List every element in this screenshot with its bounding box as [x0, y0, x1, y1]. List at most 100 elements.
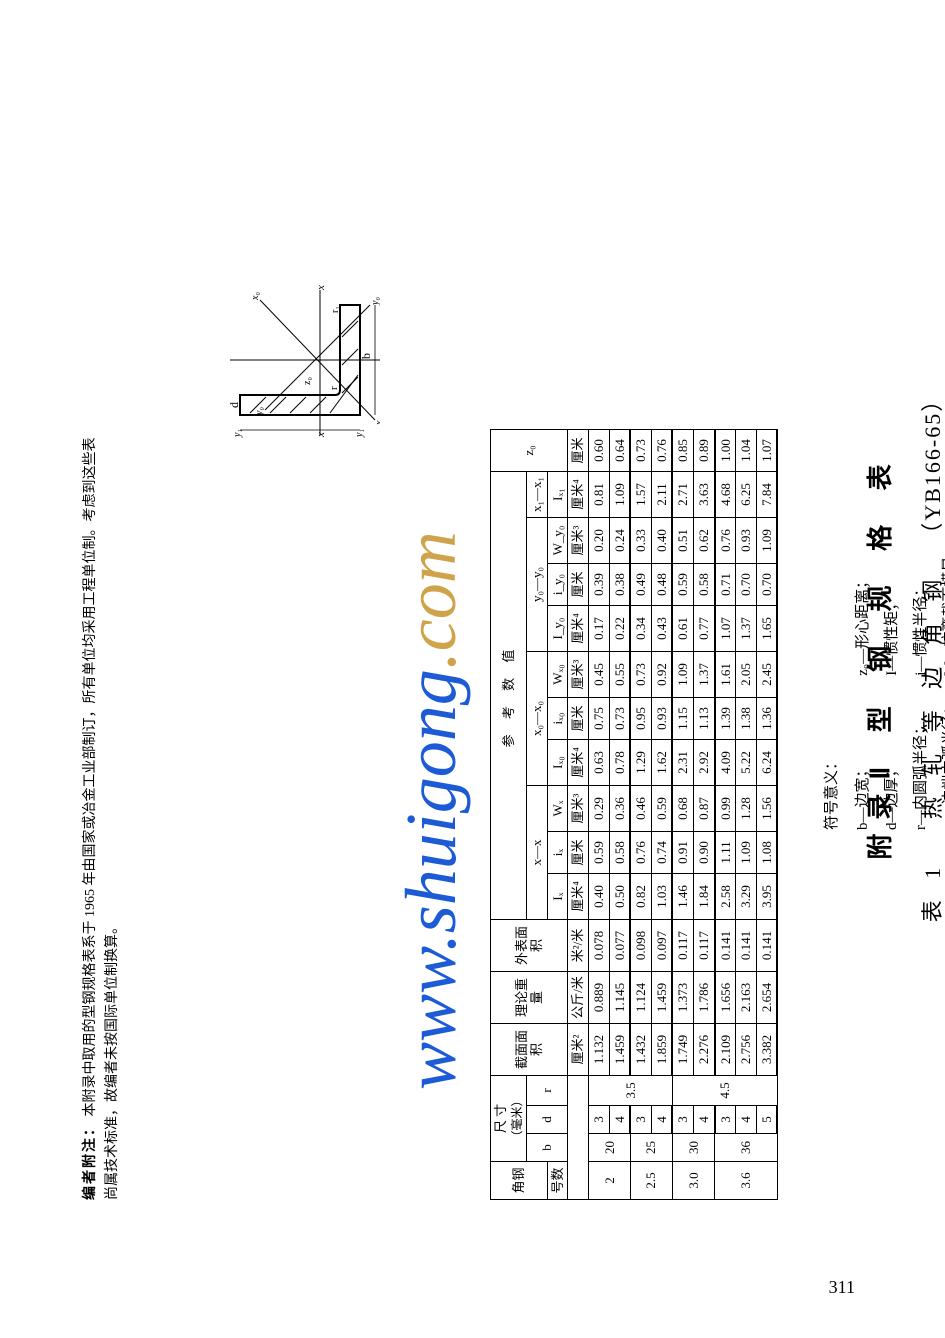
cell: 1.00	[715, 430, 736, 472]
cell: 1.09	[672, 652, 693, 698]
hdr-surf: 外表面积	[491, 920, 568, 972]
svg-text:z₀: z₀	[302, 377, 313, 385]
cell: 0.49	[630, 564, 651, 606]
cell: 0.73	[630, 652, 651, 698]
cell: 7.84	[756, 472, 777, 518]
watermark: www.shuigong.com	[390, 531, 473, 1090]
cell: 1.15	[672, 698, 693, 740]
cell: 0.59	[672, 564, 693, 606]
section-diagram: x x y y x₀ x₀ y₀ y₀ y₁ y₁ x₁ x₁ b d r r₁…	[230, 285, 380, 475]
svg-text:x₀: x₀	[250, 292, 261, 301]
cell: 0.81	[588, 472, 609, 518]
cell: 0.91	[672, 832, 693, 874]
hdr-ix2: iₓ	[547, 832, 568, 874]
cell: 1.124	[630, 972, 651, 1024]
u-Wx: 厘米³	[568, 786, 589, 832]
cell: 2.109	[715, 1024, 736, 1076]
cell: 1.859	[651, 1024, 672, 1076]
watermark-end: .com	[391, 531, 471, 669]
cell: 0.73	[609, 698, 630, 740]
cell: 0.45	[588, 652, 609, 698]
hdr-area: 截面面积	[491, 1024, 568, 1076]
cell: 0.22	[609, 606, 630, 652]
footnote-label: 编者附注：	[83, 1120, 98, 1200]
cell: 0.50	[609, 874, 630, 920]
cell: 0.76	[630, 832, 651, 874]
cell: 0.141	[715, 920, 736, 972]
legend-cell: r—内圆弧半径；	[905, 676, 934, 830]
spec-table-wrap: 角钢 尺 寸 （毫米） 截面面积 理论重量 外表面积 参 考 数 值 z₀ b …	[490, 120, 778, 1200]
cell: 0.17	[588, 606, 609, 652]
cell: 0.097	[651, 920, 672, 972]
cell: 0.117	[693, 920, 714, 972]
hdr-x0x0: x₀—x₀	[527, 652, 548, 786]
cell-d: 3	[588, 1106, 609, 1134]
section-svg: x x y y x₀ x₀ y₀ y₀ y₁ y₁ x₁ x₁ b d r r₁…	[230, 285, 380, 475]
hdr-Wy0: W_y₀	[547, 518, 568, 564]
cell: 0.889	[588, 972, 609, 1024]
cell-b: 25	[630, 1134, 672, 1162]
cell: 0.38	[609, 564, 630, 606]
cell: 0.68	[672, 786, 693, 832]
cell-b: 30	[672, 1134, 714, 1162]
hdr-d: d	[527, 1106, 568, 1134]
cell: 1.145	[609, 972, 630, 1024]
cell: 0.76	[715, 518, 736, 564]
cell: 1.786	[693, 972, 714, 1024]
cell: 1.07	[715, 606, 736, 652]
u-Iy0: 厘米⁴	[568, 606, 589, 652]
cell: 1.61	[715, 652, 736, 698]
legend-table: b—边宽； z₀—形心距离； d—边厚； I—惯性矩； r—内圆弧半径； i—惯…	[847, 518, 945, 830]
u-area: 厘米²	[568, 1024, 589, 1076]
svg-text:b: b	[359, 353, 373, 359]
cell: 1.373	[672, 972, 693, 1024]
cell-r: 4.5	[672, 1076, 777, 1106]
footnote-line1: 本附录中取用的型钢规格表系于 1965 年由国家或冶金工业部制订，所有单位均采用…	[83, 438, 98, 1117]
cell: 0.76	[651, 430, 672, 472]
cell: 1.65	[756, 606, 777, 652]
cell: 1.04	[736, 430, 757, 472]
hdr-Ix0: Iₓ₀	[547, 740, 568, 786]
cell: 2.71	[672, 472, 693, 518]
u-surf: 米²/米	[568, 920, 589, 972]
hdr-xx: x—x	[527, 786, 548, 920]
cell: 2.276	[693, 1024, 714, 1076]
cell: 1.459	[651, 972, 672, 1024]
cell: 1.39	[715, 698, 736, 740]
footnote-line2: 尚属技术标准，故编者未按国际单位制换算。	[105, 920, 120, 1200]
u-iy0: 厘米	[568, 564, 589, 606]
cell: 1.36	[756, 698, 777, 740]
svg-text:y₀: y₀	[254, 407, 265, 416]
cell: 0.51	[672, 518, 693, 564]
cell: 1.46	[672, 874, 693, 920]
cell: 0.93	[651, 698, 672, 740]
hdr-angle: 角钢	[491, 1162, 548, 1200]
cell: 1.749	[672, 1024, 693, 1076]
cell: 1.57	[630, 472, 651, 518]
cell-d: 4	[609, 1106, 630, 1134]
cell: 3.95	[756, 874, 777, 920]
cell: 1.09	[756, 518, 777, 564]
cell: 0.141	[756, 920, 777, 972]
hdr-y0y0: y₀—y₀	[527, 518, 548, 652]
cell-d: 5	[756, 1106, 777, 1134]
cell: 6.24	[756, 740, 777, 786]
hdr-weight: 理论重量	[491, 972, 568, 1024]
cell: 2.58	[715, 874, 736, 920]
hdr-b: b	[527, 1134, 568, 1162]
u-Ix0: 厘米⁴	[568, 740, 589, 786]
cell: 0.70	[736, 564, 757, 606]
svg-text:x: x	[315, 432, 327, 438]
cell: 0.63	[588, 740, 609, 786]
cell: 1.09	[736, 832, 757, 874]
cell: 2.654	[756, 972, 777, 1024]
cell: 0.74	[651, 832, 672, 874]
page: www.shuigong.com 附录Ⅱ 型 钢 规 格 表 表 1 热 轧 等…	[0, 0, 945, 1338]
u-Ix1: 厘米⁴	[568, 472, 589, 518]
cell-no: 2.5	[630, 1162, 672, 1200]
cell: 0.20	[588, 518, 609, 564]
cell: 1.11	[715, 832, 736, 874]
cell: 1.38	[736, 698, 757, 740]
cell: 0.29	[588, 786, 609, 832]
cell: 1.13	[693, 698, 714, 740]
